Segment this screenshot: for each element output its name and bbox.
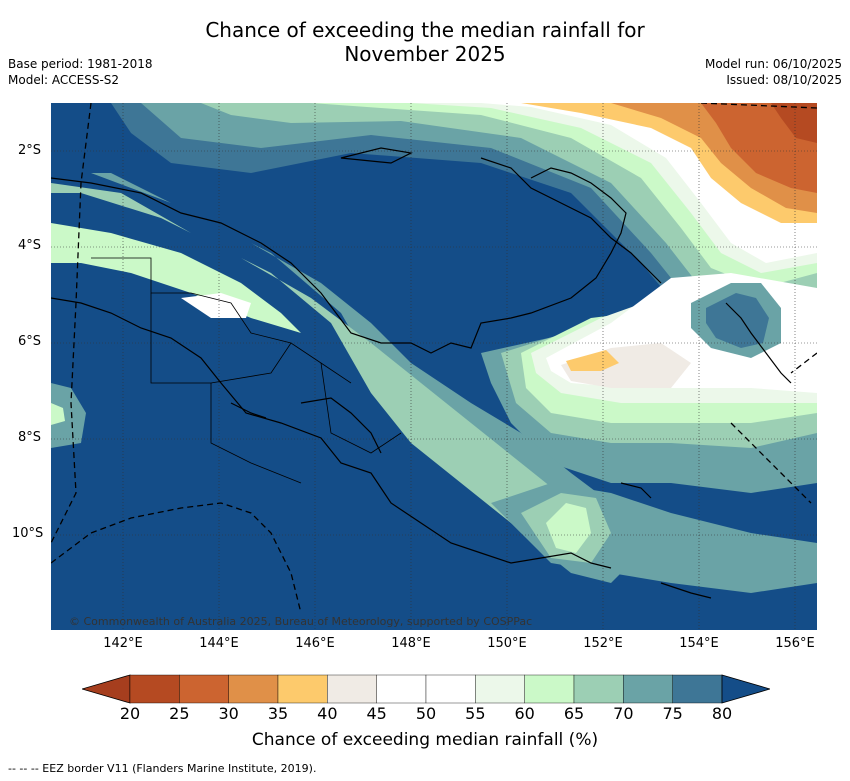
model-info: Base period: 1981-2018 Model: ACCESS-S2 bbox=[8, 56, 153, 88]
colorbar-bin bbox=[672, 674, 723, 704]
issued-date: Issued: 08/10/2025 bbox=[726, 73, 842, 87]
colorbar-tick-label: 35 bbox=[267, 704, 289, 723]
colorbar-title: Chance of exceeding median rainfall (%) bbox=[251, 730, 599, 750]
colorbar-tick-label: 45 bbox=[366, 704, 387, 723]
chart-title: Chance of exceeding the median rainfall … bbox=[0, 18, 850, 66]
colorbar-tick-label: 70 bbox=[613, 704, 634, 723]
colorbar-lower-extend bbox=[82, 674, 131, 704]
colorbar-bin bbox=[623, 674, 673, 704]
colorbar bbox=[82, 674, 770, 704]
colorbar-tick-label: 50 bbox=[415, 704, 437, 723]
colorbar-tick-label: 20 bbox=[119, 704, 141, 723]
lon-label-144e: 144°E bbox=[199, 636, 239, 651]
lat-label-4s: 4°S bbox=[18, 238, 42, 253]
colorbar-bin bbox=[179, 674, 229, 704]
contour-bougainville-75 bbox=[706, 293, 769, 348]
colorbar-upper-extend bbox=[721, 674, 770, 704]
colorbar-bin bbox=[376, 674, 427, 704]
colorbar-tick-label: 55 bbox=[465, 704, 486, 723]
contour-west-70 bbox=[51, 383, 86, 448]
lon-label-150e: 150°E bbox=[487, 636, 527, 651]
lon-label-154e: 154°E bbox=[679, 636, 719, 651]
colorbar-bin bbox=[277, 674, 328, 704]
contour-png-65 bbox=[51, 183, 611, 563]
colorbar-tick-label: 65 bbox=[563, 704, 585, 723]
eez-borders bbox=[51, 103, 817, 614]
colorbar-tick-label: 60 bbox=[514, 704, 535, 723]
colorbar-tick-label: 40 bbox=[317, 704, 338, 723]
model-name: Model: ACCESS-S2 bbox=[8, 73, 120, 87]
colorbar-tick-label: 75 bbox=[662, 704, 683, 723]
province-borders bbox=[91, 257, 402, 484]
contour-25-north bbox=[771, 103, 817, 143]
contour-east-40 bbox=[566, 350, 619, 371]
colorbar-tick-label: 80 bbox=[711, 704, 733, 723]
colorbar-bin bbox=[327, 674, 377, 704]
graticule bbox=[51, 103, 817, 630]
run-info: Model run: 06/10/2025 Issued: 08/10/2025 bbox=[705, 56, 842, 88]
lon-label-142e: 142°E bbox=[103, 636, 143, 651]
lat-label-10s: 10°S bbox=[12, 526, 44, 541]
lon-label-148e: 148°E bbox=[391, 636, 431, 651]
colorbar-bin bbox=[524, 674, 575, 704]
colorbar-bin bbox=[129, 674, 180, 704]
colorbar-tick-label: 25 bbox=[169, 704, 190, 723]
base-period: Base period: 1981-2018 bbox=[8, 57, 153, 71]
colorbar-tick-label: 30 bbox=[218, 704, 239, 723]
colorbar-bin bbox=[425, 674, 476, 704]
contour-se-60 bbox=[546, 503, 591, 553]
lon-label-152e: 152°E bbox=[583, 636, 623, 651]
lat-label-8s: 8°S bbox=[18, 430, 42, 445]
contour-png-55 bbox=[181, 293, 251, 318]
colorbar-bin bbox=[475, 674, 525, 704]
eez-footnote: -- -- -- EEZ border V11 (Flanders Marine… bbox=[8, 762, 317, 775]
map-credit: © Commonwealth of Australia 2025, Bureau… bbox=[69, 615, 532, 628]
lon-label-146e: 146°E bbox=[295, 636, 335, 651]
title-line-1: Chance of exceeding the median rainfall … bbox=[205, 18, 645, 42]
colorbar-bin bbox=[573, 674, 624, 704]
contour-west-60 bbox=[51, 403, 65, 425]
title-line-2: November 2025 bbox=[344, 42, 506, 66]
lat-label-6s: 6°S bbox=[18, 334, 42, 349]
lon-label-156e: 156°E bbox=[775, 636, 815, 651]
lat-label-2s: 2°S bbox=[18, 143, 42, 158]
colorbar-bin bbox=[228, 674, 279, 704]
rainfall-map: © Commonwealth of Australia 2025, Bureau… bbox=[51, 103, 817, 630]
model-run-date: Model run: 06/10/2025 bbox=[704, 57, 842, 71]
